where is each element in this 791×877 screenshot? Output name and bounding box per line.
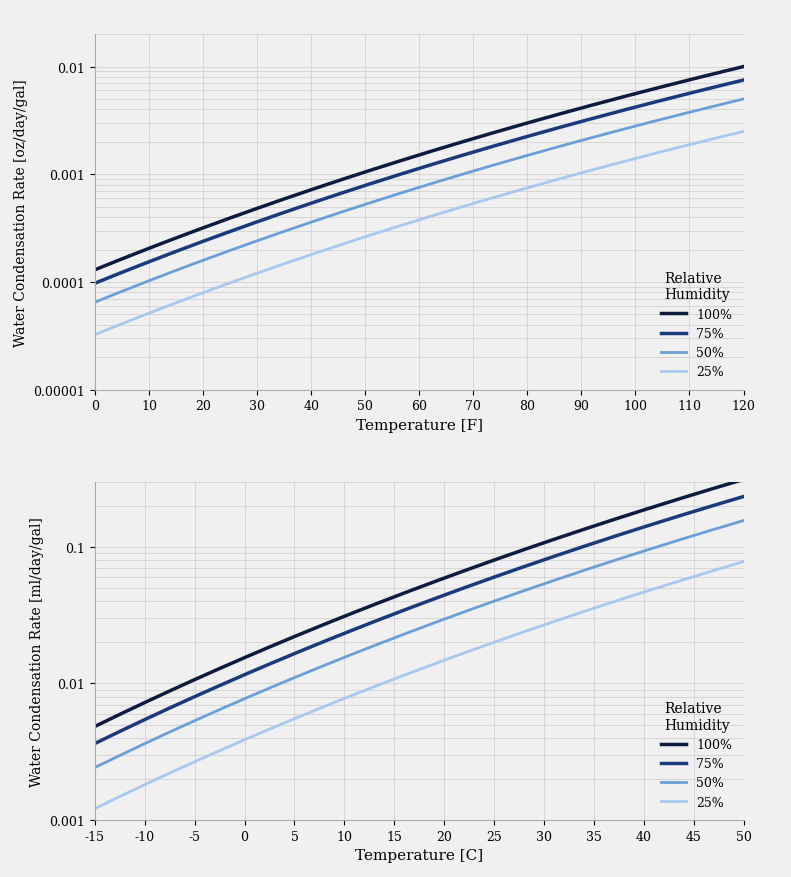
75% bbox=[402, 604, 411, 615]
X-axis label: Temperature [F]: Temperature [F] bbox=[356, 418, 483, 432]
75% bbox=[476, 146, 486, 156]
75% bbox=[476, 577, 486, 588]
100% bbox=[90, 265, 100, 275]
50% bbox=[723, 98, 732, 109]
75% bbox=[402, 168, 411, 178]
50% bbox=[476, 164, 486, 175]
Legend: 100%, 75%, 50%, 25%: 100%, 75%, 50%, 25% bbox=[657, 267, 737, 384]
75% bbox=[739, 492, 748, 503]
75% bbox=[622, 105, 631, 116]
50% bbox=[739, 516, 748, 526]
25% bbox=[90, 330, 100, 340]
Line: 25%: 25% bbox=[95, 562, 744, 809]
Line: 50%: 50% bbox=[95, 521, 744, 767]
Legend: 100%, 75%, 50%, 25%: 100%, 75%, 50%, 25% bbox=[657, 696, 737, 814]
75% bbox=[441, 589, 451, 600]
25% bbox=[622, 156, 631, 167]
100% bbox=[723, 479, 732, 489]
25% bbox=[402, 669, 411, 680]
25% bbox=[739, 127, 748, 138]
25% bbox=[441, 654, 451, 665]
Y-axis label: Water Condensation Rate [oz/day/gal]: Water Condensation Rate [oz/day/gal] bbox=[13, 79, 28, 346]
50% bbox=[402, 628, 411, 638]
Line: 50%: 50% bbox=[95, 100, 744, 303]
Line: 100%: 100% bbox=[95, 68, 744, 270]
25% bbox=[723, 131, 732, 141]
25% bbox=[739, 557, 748, 567]
75% bbox=[723, 496, 732, 507]
50% bbox=[90, 762, 100, 773]
100% bbox=[441, 573, 451, 583]
50% bbox=[723, 520, 732, 531]
50% bbox=[739, 95, 748, 105]
50% bbox=[398, 188, 407, 198]
X-axis label: Temperature [C]: Temperature [C] bbox=[355, 848, 483, 862]
100% bbox=[476, 132, 486, 142]
50% bbox=[402, 187, 411, 197]
100% bbox=[398, 588, 407, 599]
75% bbox=[398, 169, 407, 180]
Line: 75%: 75% bbox=[95, 81, 744, 284]
50% bbox=[90, 297, 100, 308]
100% bbox=[622, 91, 631, 102]
75% bbox=[90, 279, 100, 289]
50% bbox=[622, 552, 631, 562]
25% bbox=[402, 219, 411, 230]
25% bbox=[476, 196, 486, 207]
25% bbox=[622, 593, 631, 603]
25% bbox=[441, 207, 451, 217]
50% bbox=[622, 124, 631, 134]
100% bbox=[739, 62, 748, 73]
75% bbox=[398, 606, 407, 617]
Line: 75%: 75% bbox=[95, 497, 744, 744]
25% bbox=[398, 671, 407, 681]
100% bbox=[441, 142, 451, 153]
50% bbox=[441, 614, 451, 624]
25% bbox=[398, 220, 407, 231]
100% bbox=[402, 587, 411, 597]
25% bbox=[90, 803, 100, 814]
50% bbox=[441, 175, 451, 185]
100% bbox=[622, 510, 631, 521]
50% bbox=[476, 601, 486, 611]
100% bbox=[476, 560, 486, 570]
75% bbox=[90, 738, 100, 749]
50% bbox=[398, 630, 407, 640]
75% bbox=[622, 528, 631, 538]
100% bbox=[723, 66, 732, 76]
75% bbox=[739, 75, 748, 86]
100% bbox=[90, 721, 100, 731]
25% bbox=[476, 642, 486, 652]
100% bbox=[402, 154, 411, 165]
Y-axis label: Water Condensation Rate [ml/day/gal]: Water Condensation Rate [ml/day/gal] bbox=[30, 517, 44, 786]
Line: 100%: 100% bbox=[95, 480, 744, 726]
100% bbox=[739, 474, 748, 485]
75% bbox=[723, 80, 732, 90]
25% bbox=[723, 561, 732, 572]
Line: 25%: 25% bbox=[95, 132, 744, 335]
100% bbox=[398, 155, 407, 166]
75% bbox=[441, 156, 451, 167]
